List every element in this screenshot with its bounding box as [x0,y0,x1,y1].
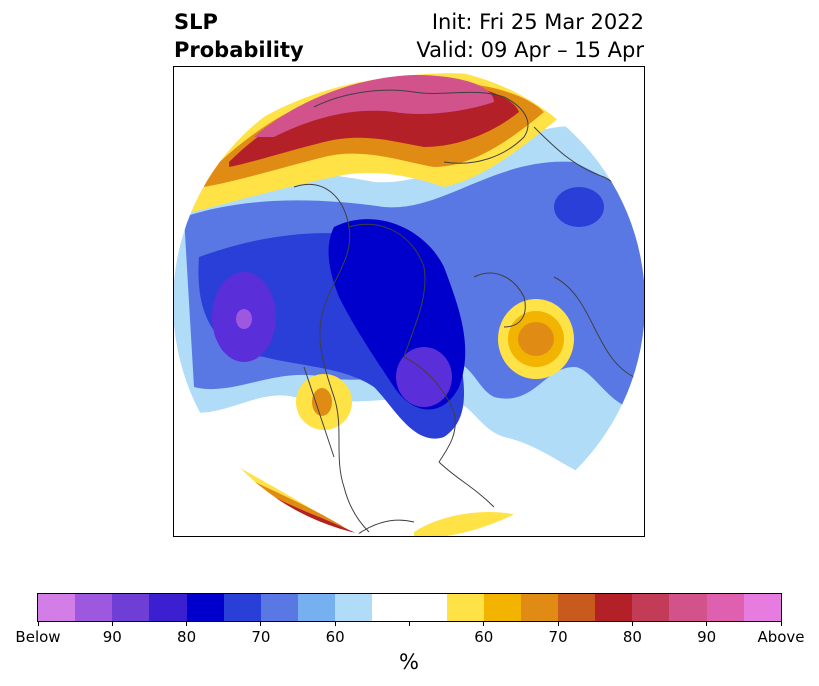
colorbar-tick-mark [409,621,410,626]
colorbar-tick-label: 90 [697,628,717,646]
valid-range: Valid: 09 Apr – 15 Apr [416,38,644,62]
above-core-east [518,322,554,356]
map-svg [174,67,644,536]
colorbar-tick-label: 70 [251,628,271,646]
colorbar-segment [186,594,224,621]
colorbar-segment [706,594,744,621]
colorbar-segment [409,594,447,621]
colorbar-tick-label: 90 [102,628,122,646]
colorbar-tick-label: 60 [474,628,494,646]
colorbar-segment [520,594,558,621]
colorbar-segment [260,594,298,621]
chart-title-left: SLP Probability [174,8,304,64]
colorbar-tick-mark [706,621,708,626]
colorbar-tick-label: 80 [622,628,642,646]
colorbar-tick-label: 70 [548,628,568,646]
colorbar-tick-mark [111,621,113,626]
colorbar-unit: % [399,650,419,674]
below-core-central [396,347,452,407]
colorbar-segment [75,594,113,621]
colorbar-segment [372,594,410,621]
colorbar-tick-mark [483,621,485,626]
probability-map [173,66,645,537]
colorbar-tick-mark [260,621,262,626]
colorbar-tick-label: Below [15,628,61,646]
probability-colorbar [37,593,782,622]
colorbar-tick-label: 60 [325,628,345,646]
colorbar-segment [669,594,707,621]
colorbar-tick-mark [334,621,336,626]
colorbar-tick-mark [631,621,633,626]
coastlines [293,89,644,536]
colorbar-tick-mark [780,621,782,626]
colorbar-segment [297,594,336,621]
colorbar-tick-mark [186,621,188,626]
colorbar-segment [335,594,373,621]
below-core-east [554,187,604,227]
colorbar-segment [743,594,781,621]
colorbar-segment [483,594,521,621]
colorbar-segment [446,594,484,621]
colorbar-tick-label: Above [757,628,805,646]
colorbar-tick-mark [37,621,39,626]
chart-title-right: Init: Fri 25 Mar 2022 Valid: 09 Apr – 15… [416,8,644,64]
colorbar-tick-label: 80 [177,628,197,646]
colorbar-segment [112,594,150,621]
below-max-west [236,309,252,329]
colorbar-segment [149,594,187,621]
title-product: Probability [174,38,304,62]
colorbar-segment [632,594,670,621]
title-variable: SLP [174,10,218,34]
above-core-pacific [312,388,332,416]
colorbar-segment [557,594,596,621]
init-date: Init: Fri 25 Mar 2022 [431,10,644,34]
colorbar-segment [595,594,633,621]
colorbar-tick-mark [557,621,559,626]
colorbar-segment [38,594,76,621]
colorbar-segment [223,594,261,621]
above-strong-southwest [274,497,364,536]
above-max-north [254,75,494,137]
